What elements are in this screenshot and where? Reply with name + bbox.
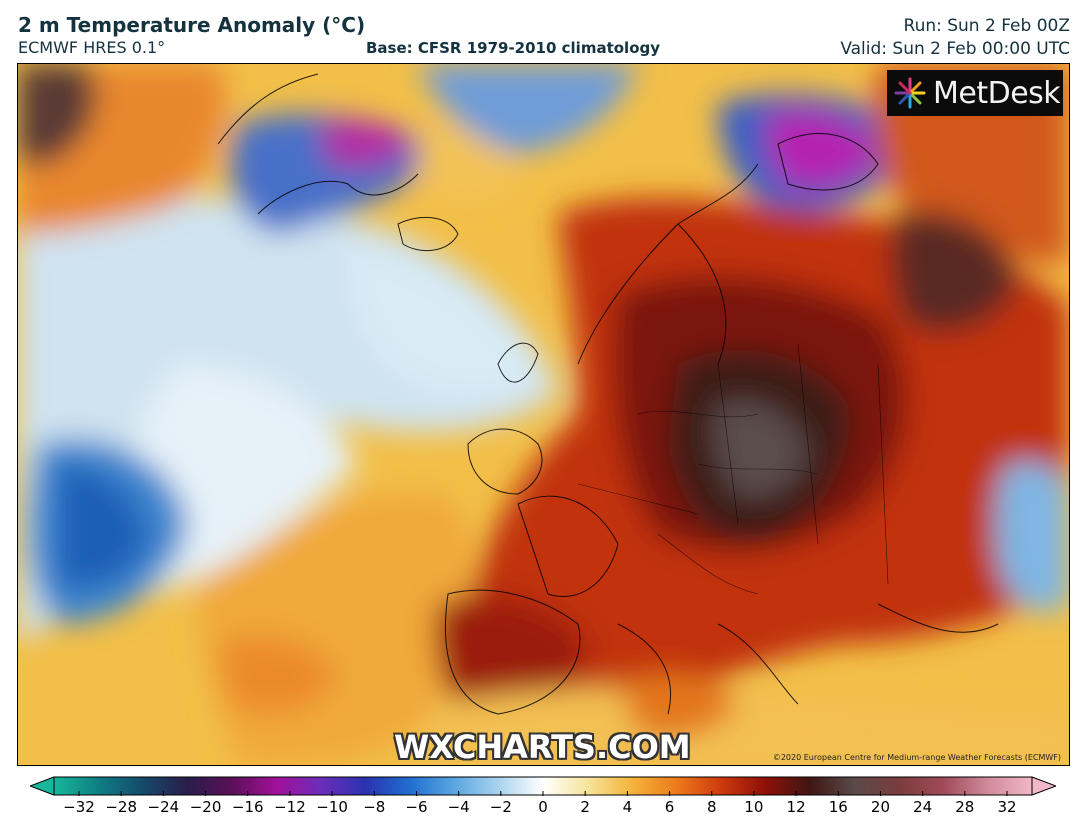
colorbar-tick-label: −8: [363, 798, 386, 816]
colorbar-tick-label: 2: [580, 798, 590, 816]
colorbar-tick-label: −24: [147, 798, 180, 816]
colorbar-tick-label: 12: [786, 798, 806, 816]
colorbar-tick-label: −6: [405, 798, 428, 816]
map-title: 2 m Temperature Anomaly (°C): [18, 13, 366, 37]
colorbar-tick-label: 28: [955, 798, 975, 816]
run-time-label: Run: Sun 2 Feb 00Z: [903, 16, 1070, 36]
colorbar-max-arrow: [1031, 776, 1056, 796]
model-label: ECMWF HRES 0.1°: [18, 38, 166, 57]
colorbar-tick-label: −4: [447, 798, 470, 816]
colorbar-tick-label: −12: [274, 798, 306, 816]
colorbar-ticks: −32 −28 −24 −20 −16 −12 −10 −8 −6 −4 −2 0 2 4 6 8 10 12 16…: [0, 796, 1088, 826]
colorbar-tick-label: 24: [913, 798, 933, 816]
wxcharts-watermark: WXCHARTS.COM: [394, 728, 691, 766]
colorbar-tick-label: 6: [664, 798, 675, 816]
colorbar-tick-label: 0: [538, 798, 548, 816]
colorbar-tick-label: 16: [828, 798, 848, 816]
valid-time-label: Valid: Sun 2 Feb 00:00 UTC: [840, 39, 1070, 59]
colorbar-tick-label: −2: [489, 798, 512, 816]
colorbar: [30, 776, 1056, 796]
colorbar-tick-label: 20: [870, 798, 890, 816]
metdesk-logo-text: MetDesk: [933, 75, 1061, 111]
colorbar-tick-label: −16: [231, 798, 264, 816]
colorbar-tick-label: −28: [105, 798, 137, 816]
metdesk-starburst-icon: [894, 77, 926, 109]
colorbar-tick-label: 10: [744, 798, 764, 816]
climatology-base-label: Base: CFSR 1979-2010 climatology: [366, 39, 661, 57]
colorbar-min-arrow: [30, 776, 55, 796]
colorbar-tick-label: 32: [997, 798, 1017, 816]
colorbar-tick-label: −10: [316, 798, 348, 816]
colorbar-tick-label: 4: [622, 798, 633, 816]
colorbar-tick-label: −20: [189, 798, 222, 816]
temperature-anomaly-map[interactable]: MetDesk WXCHARTS.COM ©2020 European Cent…: [17, 63, 1070, 766]
colorbar-tick-label: −32: [63, 798, 95, 816]
ecmwf-copyright: ©2020 European Centre for Medium-range W…: [772, 753, 1061, 762]
colorbar-tick-label: 8: [706, 798, 717, 816]
metdesk-logo: MetDesk: [887, 70, 1063, 116]
map-field: [18, 64, 1069, 765]
